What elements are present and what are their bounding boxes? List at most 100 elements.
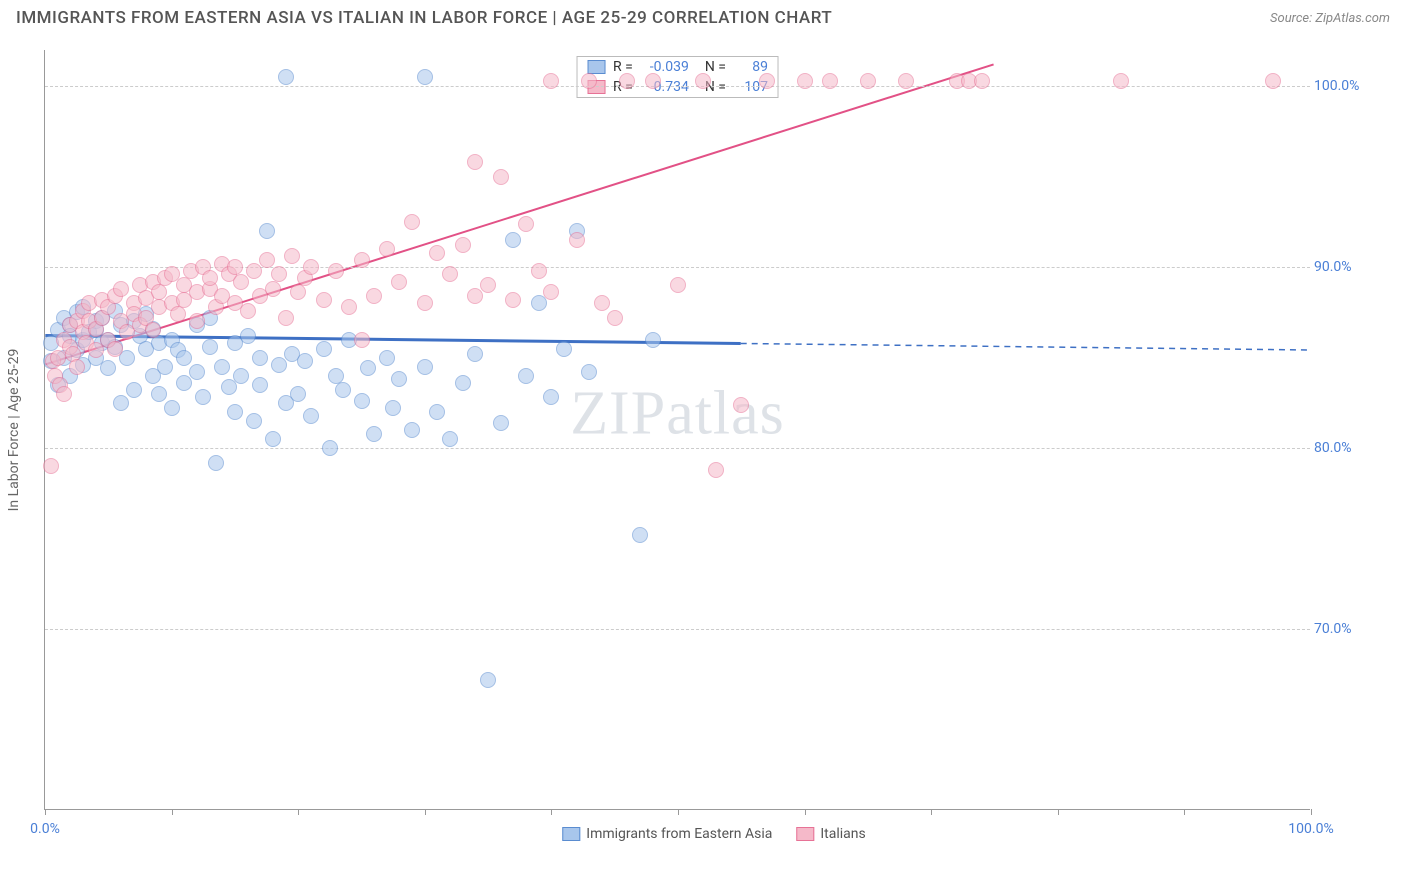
data-point	[632, 527, 648, 543]
data-point	[695, 73, 711, 89]
x-tick	[678, 809, 679, 815]
data-point	[322, 440, 338, 456]
data-point	[442, 266, 458, 282]
data-point	[252, 377, 268, 393]
data-point	[417, 69, 433, 85]
data-point	[379, 241, 395, 257]
data-point	[259, 252, 275, 268]
data-point	[335, 382, 351, 398]
x-tick	[1058, 809, 1059, 815]
data-point	[898, 73, 914, 89]
data-point	[284, 248, 300, 264]
data-point	[467, 288, 483, 304]
data-point	[404, 422, 420, 438]
data-point	[271, 357, 287, 373]
y-tick-label: 90.0%	[1314, 259, 1368, 275]
data-point	[354, 393, 370, 409]
data-point	[493, 415, 509, 431]
data-point	[176, 350, 192, 366]
legend-series-label: Immigrants from Eastern Asia	[586, 826, 772, 842]
data-point	[822, 73, 838, 89]
data-point	[252, 350, 268, 366]
data-point	[569, 232, 585, 248]
data-point	[107, 341, 123, 357]
data-point	[189, 313, 205, 329]
data-point	[290, 386, 306, 402]
data-point	[645, 332, 661, 348]
source-attribution: Source: ZipAtlas.com	[1270, 11, 1390, 26]
data-point	[974, 73, 990, 89]
data-point	[195, 389, 211, 405]
data-point	[202, 339, 218, 355]
legend-swatch	[796, 827, 814, 841]
data-point	[391, 371, 407, 387]
data-point	[366, 426, 382, 442]
data-point	[442, 431, 458, 447]
data-point	[385, 400, 401, 416]
data-point	[518, 216, 534, 232]
legend-n-label: N =	[705, 59, 726, 75]
data-point	[480, 672, 496, 688]
data-point	[429, 404, 445, 420]
data-point	[505, 292, 521, 308]
x-tick	[931, 809, 932, 815]
data-point	[354, 332, 370, 348]
x-tick	[1311, 809, 1312, 815]
data-point	[164, 400, 180, 416]
legend-row: R =-0.039N =89	[577, 57, 778, 77]
data-point	[189, 364, 205, 380]
series-legend: Immigrants from Eastern Asia Italians	[562, 826, 865, 842]
x-tick	[298, 809, 299, 815]
data-point	[214, 359, 230, 375]
data-point	[227, 404, 243, 420]
data-point	[733, 397, 749, 413]
data-point	[531, 295, 547, 311]
x-tick	[551, 809, 552, 815]
x-tick-label: 0.0%	[30, 821, 60, 837]
gridline-h	[45, 629, 1310, 630]
data-point	[429, 245, 445, 261]
data-point	[455, 237, 471, 253]
trend-lines	[45, 50, 1310, 809]
data-point	[543, 73, 559, 89]
legend-item: Italians	[796, 826, 865, 842]
plot-area: ZIPatlas R =-0.039N =89R =0.734N =107 70…	[44, 50, 1310, 810]
data-point	[88, 342, 104, 358]
data-point	[417, 359, 433, 375]
data-point	[607, 310, 623, 326]
data-point	[278, 310, 294, 326]
data-point	[151, 386, 167, 402]
data-point	[543, 389, 559, 405]
data-point	[221, 379, 237, 395]
data-point	[265, 281, 281, 297]
data-point	[645, 73, 661, 89]
data-point	[341, 299, 357, 315]
data-point	[176, 375, 192, 391]
data-point	[233, 368, 249, 384]
chart-container: ZIPatlas R =-0.039N =89R =0.734N =107 70…	[44, 50, 1384, 810]
legend-item: Immigrants from Eastern Asia	[562, 826, 772, 842]
data-point	[404, 214, 420, 230]
data-point	[113, 395, 129, 411]
data-point	[480, 277, 496, 293]
data-point	[303, 408, 319, 424]
data-point	[467, 346, 483, 362]
data-point	[455, 375, 471, 391]
data-point	[259, 223, 275, 239]
data-point	[278, 69, 294, 85]
data-point	[1265, 73, 1281, 89]
y-tick-label: 100.0%	[1314, 78, 1368, 94]
y-tick-label: 70.0%	[1314, 621, 1368, 637]
y-axis-label: In Labor Force | Age 25-29	[6, 349, 22, 512]
data-point	[157, 359, 173, 375]
data-point	[290, 284, 306, 300]
data-point	[316, 292, 332, 308]
correlation-legend: R =-0.039N =89R =0.734N =107	[576, 56, 779, 98]
data-point	[328, 263, 344, 279]
data-point	[240, 328, 256, 344]
data-point	[379, 350, 395, 366]
data-point	[303, 259, 319, 275]
data-point	[417, 295, 433, 311]
data-point	[246, 263, 262, 279]
data-point	[759, 73, 775, 89]
